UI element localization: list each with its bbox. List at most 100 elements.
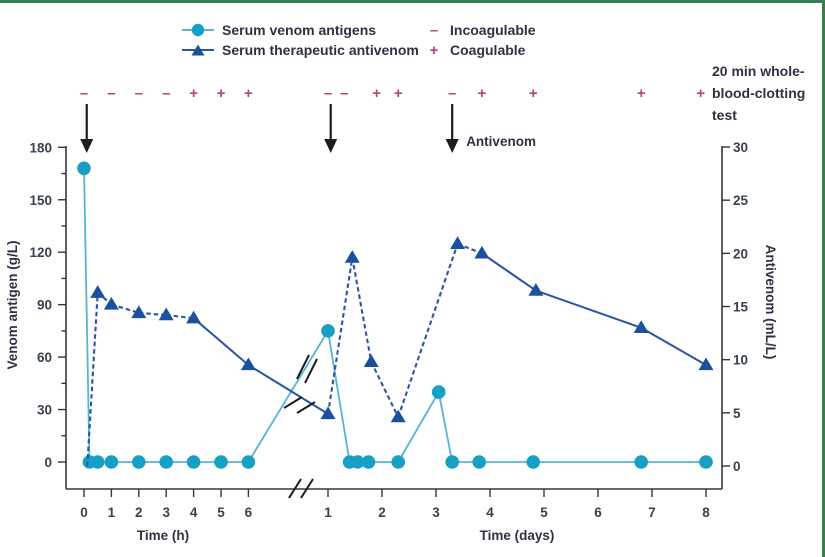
axis-ticks <box>58 146 730 497</box>
antivenom-annotation: Antivenom <box>466 134 536 149</box>
antivenom-data-point <box>390 409 406 423</box>
x-tick-label: 5 <box>217 505 225 520</box>
x-axis-hours-title: Time (h) <box>137 528 189 543</box>
x-tick-label: 2 <box>135 505 143 520</box>
clotting-plus-symbol: + <box>637 85 646 102</box>
y-left-tick-label: 180 <box>29 140 52 155</box>
venom-data-point <box>159 455 173 469</box>
plus-symbol-icon: + <box>429 42 439 59</box>
series-line-segment <box>351 257 373 362</box>
antivenom-data-point <box>103 296 119 310</box>
data-series <box>77 161 714 469</box>
figure-border-right <box>822 0 825 557</box>
series-line-segment <box>83 168 91 463</box>
venom-data-point <box>699 455 713 469</box>
y-right-tick-label: 25 <box>733 193 749 208</box>
antivenom-series-marker-icon <box>182 44 214 56</box>
venom-data-point <box>350 455 365 469</box>
y-left-tick-label: 150 <box>29 193 52 208</box>
venom-line-break-icon <box>296 354 318 384</box>
antivenom-data-point <box>528 283 544 296</box>
venom-data-point <box>361 455 376 469</box>
venom-data-point <box>241 455 256 469</box>
legend-item-antivenom: Serum therapeutic antivenom <box>181 42 419 58</box>
clotting-plus-symbol: + <box>372 85 381 102</box>
series-line-segment <box>370 361 400 418</box>
y-left-tick-label: 90 <box>37 298 52 313</box>
series-line-segment <box>247 330 329 463</box>
venom-data-point <box>445 455 460 469</box>
antivenom-data-point <box>450 236 466 249</box>
antivenom-data-point <box>158 307 174 321</box>
antivenom-data-point <box>698 357 714 371</box>
dose-arrow-head-icon <box>324 139 338 153</box>
clotting-minus-symbol: – <box>340 85 348 102</box>
x-axis-break-icon <box>288 478 314 499</box>
axis-break-marks <box>283 354 318 499</box>
series-line-segment <box>481 252 537 292</box>
legend-label-coagulable: Coagulable <box>450 42 526 58</box>
venom-data-point <box>214 455 228 469</box>
minus-symbol-icon: – <box>429 22 439 39</box>
y-right-tick-label: 10 <box>733 353 748 368</box>
clotting-plus-symbol: + <box>244 85 253 102</box>
antivenom-data-point <box>131 305 147 319</box>
clotting-plus-symbol: + <box>478 85 487 102</box>
venom-series-marker-icon <box>182 23 214 37</box>
axis-tick-labels: 0 30 60 90 120 150 180 0 5 10 15 20 25 30 0 1 2 3 4 5 6 1 2 3 4 5… <box>29 140 748 520</box>
legend-item-coagulable: + Coagulable <box>428 42 526 59</box>
series-line-segment <box>138 311 167 317</box>
dose-arrow-head-icon <box>80 139 94 153</box>
clotting-plus-symbol: + <box>696 85 705 102</box>
x-tick-label: 2 <box>378 505 386 520</box>
clotting-minus-symbol: – <box>448 85 456 102</box>
series-line-segment <box>326 257 354 415</box>
x-tick-label: 8 <box>702 505 710 520</box>
venom-data-point <box>186 455 201 469</box>
series-line-segment <box>111 303 140 314</box>
y-left-tick-label: 30 <box>37 403 52 418</box>
x-tick-label: 6 <box>594 505 602 520</box>
antivenom-line-break-icon <box>283 396 316 414</box>
clotting-test-label: 20 min whole-blood-clotting test <box>712 63 806 123</box>
venom-data-point <box>90 455 105 469</box>
series-line-segment <box>397 243 459 418</box>
x-tick-label: 3 <box>162 505 170 520</box>
legend-item-venom: Serum venom antigens <box>181 22 376 38</box>
clotting-plus-symbol: + <box>394 85 403 102</box>
antivenom-data-point <box>344 250 360 263</box>
antivenom-dose-arrows: Antivenom <box>80 104 536 153</box>
antivenom-data-point <box>240 357 256 371</box>
series-line-segment <box>327 330 351 463</box>
y-axis-left-title: Venom antigen (g/L) <box>5 240 20 369</box>
x-tick-label: 3 <box>432 505 440 520</box>
dose-arrow-head-icon <box>445 139 459 153</box>
x-tick-label: 6 <box>245 505 253 520</box>
clotting-plus-symbol: + <box>217 85 226 102</box>
venom-data-point <box>321 324 335 338</box>
figure-border-top <box>0 0 825 3</box>
clotting-plus-symbol: + <box>189 85 198 102</box>
venom-data-point <box>431 385 446 399</box>
x-tick-label: 1 <box>324 505 332 520</box>
x-tick-label: 4 <box>486 505 494 520</box>
antivenom-data-point <box>186 310 202 324</box>
series-line-segment <box>192 317 250 366</box>
series-line-segment <box>247 364 329 415</box>
y-axis-right-title: Antivenom (mL/L) <box>763 245 778 360</box>
series-line-segment <box>86 292 99 467</box>
venom-data-point <box>132 455 146 469</box>
legend-label-antivenom: Serum therapeutic antivenom <box>222 42 419 58</box>
x-tick-label: 7 <box>648 505 656 520</box>
y-right-tick-label: 30 <box>733 140 748 155</box>
antivenom-data-point <box>363 354 379 367</box>
y-right-tick-label: 15 <box>733 300 749 315</box>
series-line-segment <box>535 289 642 329</box>
series-line-segment <box>437 391 454 463</box>
clotting-minus-symbol: – <box>80 85 88 102</box>
clotting-minus-symbol: – <box>135 85 143 102</box>
antivenom-data-point <box>320 406 336 420</box>
venom-data-point <box>634 455 648 469</box>
legend-label-incoagulable: Incoagulable <box>450 22 536 38</box>
clotting-test-symbols: – – – – + + + – – + + – + + + + <box>80 85 705 102</box>
